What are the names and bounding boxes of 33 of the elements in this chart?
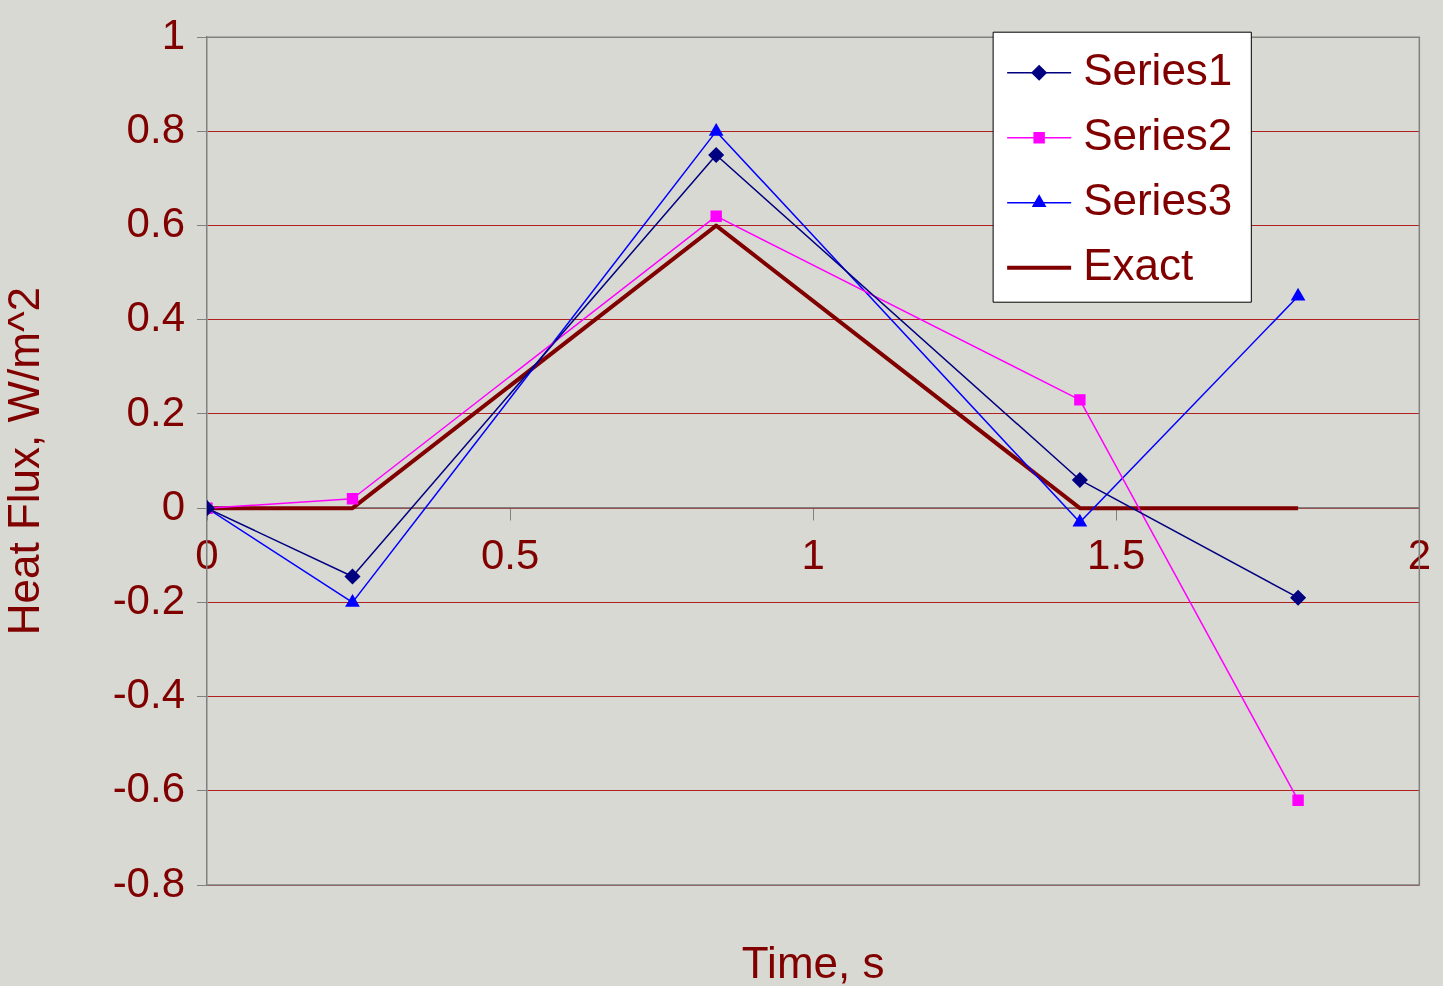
legend-label: Exact — [1083, 239, 1194, 289]
point — [1074, 394, 1086, 406]
y-tick-label: -0.4 — [112, 670, 185, 718]
point — [709, 123, 723, 136]
x-axis-title: Time, s — [741, 938, 885, 986]
point — [1073, 514, 1087, 527]
y-tick-label: 1 — [161, 10, 185, 58]
point — [344, 568, 361, 585]
point — [708, 147, 724, 163]
legend-label: Series1 — [1083, 44, 1233, 94]
point — [710, 210, 722, 222]
y-tick-label: -0.2 — [112, 575, 185, 623]
y-tick-label: 0.6 — [126, 199, 185, 247]
point — [346, 493, 359, 505]
legend-label: Series3 — [1083, 174, 1233, 224]
point — [345, 594, 360, 607]
x-tick-label: 2 — [1407, 530, 1431, 578]
point — [1072, 472, 1088, 488]
point — [1292, 794, 1304, 806]
y-tick-label: 0.2 — [126, 387, 185, 435]
y-tick-label: 0.8 — [126, 104, 185, 152]
x-tick-label: 0.5 — [480, 530, 540, 578]
point — [1290, 589, 1306, 606]
y-tick-label: 0 — [161, 481, 185, 529]
y-tick-label: -0.8 — [112, 858, 185, 906]
x-tick-label: 1 — [801, 530, 825, 578]
x-tick-label: 1.5 — [1087, 530, 1146, 578]
y-tick-label: -0.6 — [112, 764, 185, 812]
legend-label: Series2 — [1083, 109, 1233, 159]
y-tick-label: 0.4 — [126, 293, 185, 341]
y-axis-title: Heat Flux, W/m^2 — [0, 286, 48, 636]
x-tick-label: 0 — [195, 530, 219, 578]
point — [1291, 288, 1305, 301]
